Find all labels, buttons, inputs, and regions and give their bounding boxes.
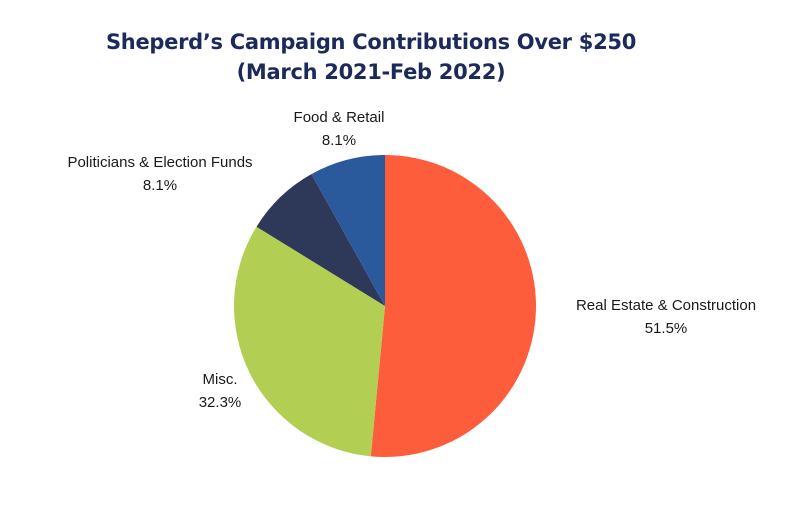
- pie-slices: [234, 155, 536, 457]
- pie-labels: Real Estate & Construction 51.5% Misc. 32.3…: [67, 109, 756, 411]
- chart-title-line-2: (March 2021-Feb 2022): [236, 60, 506, 84]
- chart-title: Sheperd’s Campaign Contributions Over $2…: [0, 27, 742, 87]
- slice-value-label: 8.1%: [322, 132, 356, 149]
- chart-title-line-1: Sheperd’s Campaign Contributions Over $2…: [105, 30, 637, 54]
- slice-value-label: 32.3%: [199, 394, 242, 411]
- slice-label: Food & Retail: [294, 109, 385, 126]
- slice-value-label: 51.5%: [645, 320, 688, 337]
- slice-value-label: 8.1%: [143, 177, 177, 194]
- slice-label: Misc.: [203, 371, 238, 388]
- pie-slice-misc: [234, 226, 385, 457]
- slice-label: Politicians & Election Funds: [67, 154, 252, 171]
- pie-slice-real-estate-construction: [370, 155, 536, 457]
- slice-label: Real Estate & Construction: [576, 297, 756, 314]
- pie-slice-food-retail: [311, 155, 385, 306]
- pie-slice-politicians-election-funds: [256, 174, 385, 306]
